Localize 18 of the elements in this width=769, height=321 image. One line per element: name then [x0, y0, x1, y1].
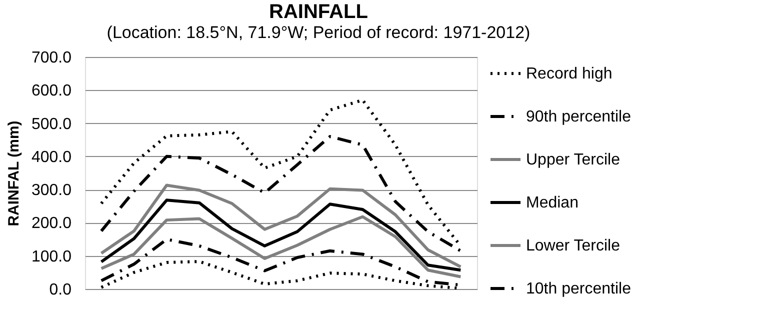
y-tick-label: 700.0	[31, 50, 72, 66]
legend-label: Record high	[526, 66, 612, 82]
chart-title: RAINFALL	[269, 1, 368, 23]
legend-label: Median	[526, 194, 578, 212]
legend-label: Lower Tercile	[526, 238, 620, 254]
legend-label: Upper Tercile	[526, 152, 620, 168]
y-axis-title: RAINFAL (mm)	[5, 120, 22, 226]
y-tick-label: 0.0	[49, 282, 72, 298]
y-tick-label: 100.0	[31, 248, 72, 266]
legend-label: 90th percentile	[526, 108, 632, 126]
y-tick-label: 500.0	[31, 116, 72, 133]
y-tick-label: 200.0	[31, 215, 72, 232]
y-tick-label: 400.0	[31, 148, 72, 166]
line-series	[100, 198, 462, 272]
chart-subtitle: (Location: 18.5°N, 71.9°W; Period of record: 1971-2012)	[106, 23, 530, 42]
y-tick-label: 600.0	[31, 82, 72, 100]
y-tick-label: 300.0	[31, 182, 72, 200]
legend-label: 10th percentile	[526, 280, 632, 298]
